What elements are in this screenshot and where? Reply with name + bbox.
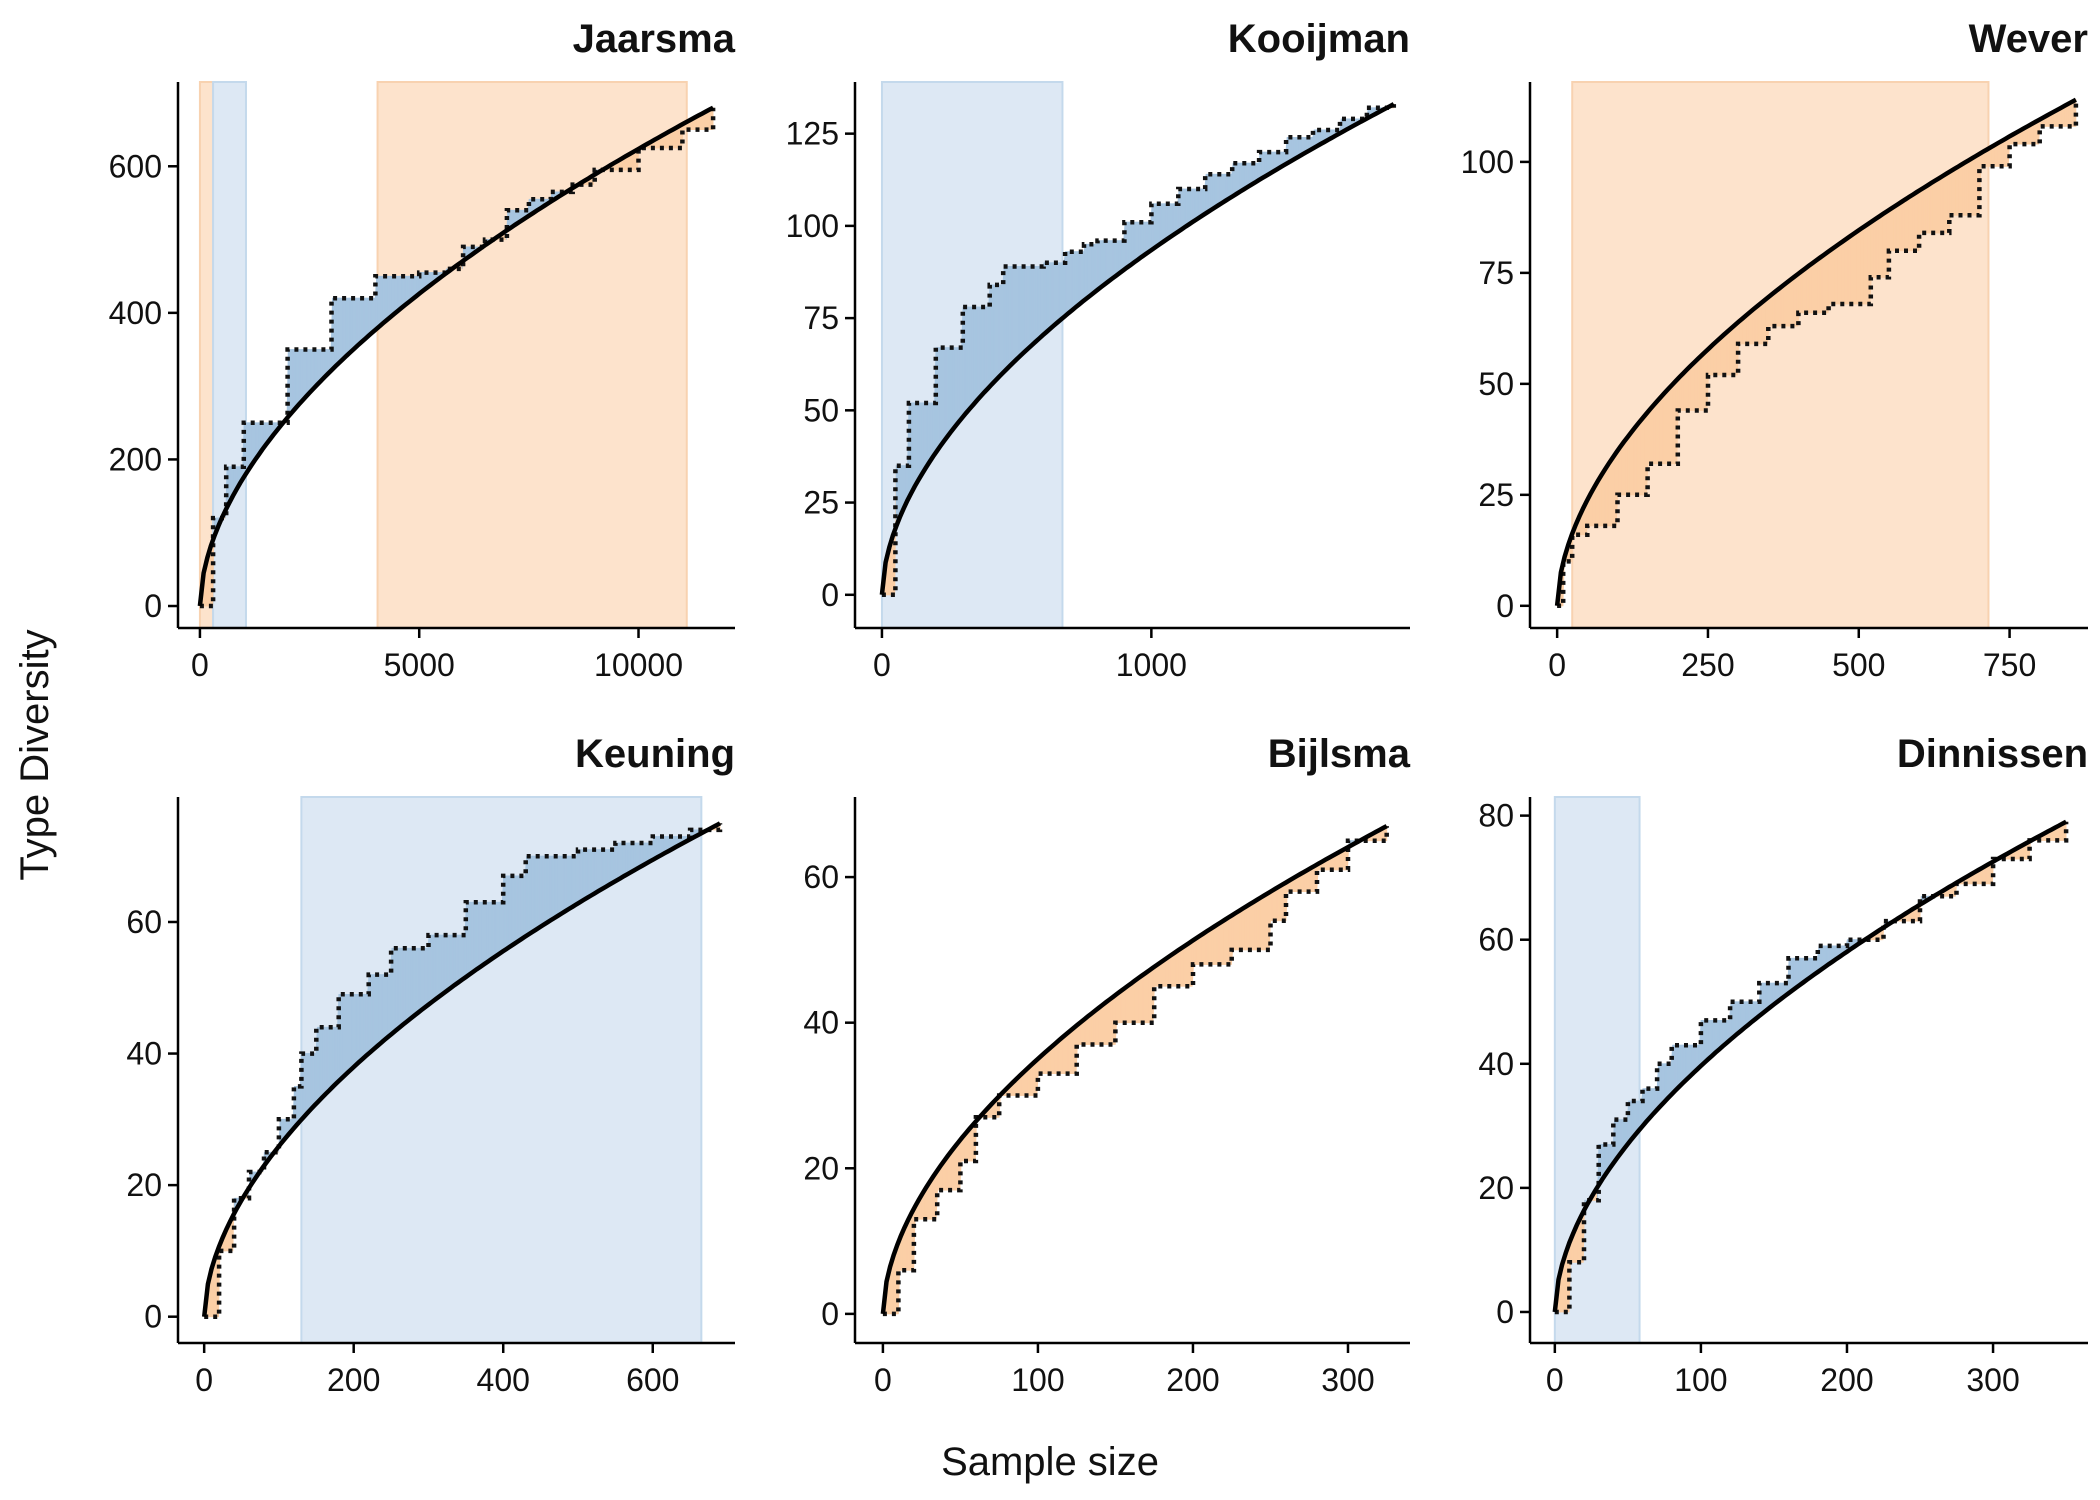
y-tick-label: 50	[1478, 366, 1514, 402]
panel-jaarsma: Jaarsma 0 200 400 600 0 5000 10000	[109, 17, 736, 683]
y-tick-label: 60	[1478, 922, 1514, 958]
model-curve	[1554, 97, 2077, 607]
panel-kooijman: Kooijman 0 25 50 75 100 125 0 1000	[786, 17, 1410, 683]
x-tick-label: 200	[1166, 1362, 1219, 1398]
x-tick-label: 750	[1983, 647, 2036, 683]
y-tick-label: 60	[803, 859, 839, 895]
y-tick-label: 0	[144, 1299, 162, 1335]
x-tick-label: 10000	[594, 647, 683, 683]
panel-title: Wever	[1969, 17, 2088, 61]
panel-title: Dinnissen	[1897, 732, 2088, 776]
y-tick-label: 0	[144, 588, 162, 624]
panel-title: Jaarsma	[573, 17, 736, 61]
panel-dinnissen: Dinnissen 0 20 40 60 80 0 100 200 300	[1478, 732, 2088, 1398]
above-span	[300, 796, 703, 1344]
y-tick-label: 20	[126, 1167, 162, 1203]
panel-title: Bijlsma	[1268, 732, 1411, 776]
y-tick-label: 0	[1496, 588, 1514, 624]
y-tick-label: 0	[821, 1296, 839, 1332]
model-curve	[880, 824, 1388, 1315]
below-span	[376, 81, 688, 629]
panel-bijlsma: Bijlsma 0 20 40 60 0 100 200 300	[803, 732, 1410, 1398]
observed-line	[881, 104, 1397, 598]
y-tick-label: 200	[109, 441, 162, 477]
x-tick-label: 0	[195, 1362, 213, 1398]
x-tick-label: 0	[873, 647, 891, 683]
y-tick-label: 125	[786, 116, 839, 152]
y-tick-label: 0	[821, 577, 839, 613]
y-tick-label: 0	[1496, 1294, 1514, 1330]
y-tick-label: 40	[126, 1036, 162, 1072]
y-tick-label: 75	[803, 300, 839, 336]
x-tick-label: 1000	[1116, 647, 1187, 683]
y-tick-label: 400	[109, 295, 162, 331]
x-axis-title: Sample size	[941, 1440, 1159, 1484]
above-span	[212, 81, 247, 629]
y-tick-label: 100	[1461, 144, 1514, 180]
x-tick-label: 300	[1321, 1362, 1374, 1398]
observed-line	[1557, 99, 2079, 609]
x-tick-label: 500	[1832, 647, 1885, 683]
model-curve	[879, 102, 1395, 596]
y-tick-label: 40	[1478, 1046, 1514, 1082]
x-tick-label: 5000	[384, 647, 455, 683]
y-tick-label: 20	[1478, 1170, 1514, 1206]
y-tick-label: 50	[803, 392, 839, 428]
observed-line	[882, 826, 1389, 1317]
y-tick-label: 20	[803, 1150, 839, 1186]
y-tick-label: 80	[1478, 798, 1514, 834]
x-tick-label: 200	[327, 1362, 380, 1398]
x-tick-label: 300	[1966, 1362, 2019, 1398]
x-tick-label: 200	[1820, 1362, 1873, 1398]
x-tick-label: 100	[1674, 1362, 1727, 1398]
model-curve	[197, 105, 715, 607]
y-axis-title: Type Diversity	[13, 629, 57, 880]
y-tick-label: 60	[126, 904, 162, 940]
x-tick-label: 0	[874, 1362, 892, 1398]
x-tick-label: 250	[1681, 647, 1734, 683]
below-fill	[218, 1244, 221, 1317]
model-curve	[201, 821, 722, 1317]
y-tick-label: 25	[803, 485, 839, 521]
below-span	[1571, 81, 1990, 629]
x-tick-label: 400	[477, 1362, 530, 1398]
y-tick-label: 100	[786, 208, 839, 244]
x-tick-label: 0	[1548, 647, 1566, 683]
y-tick-label: 75	[1478, 255, 1514, 291]
x-tick-label: 0	[1546, 1362, 1564, 1398]
x-tick-label: 100	[1011, 1362, 1064, 1398]
panel-wever: Wever 0 25 50 75 100 0 250 500 750	[1461, 17, 2088, 683]
observed-line	[1554, 821, 2069, 1315]
x-tick-label: 0	[191, 647, 209, 683]
model-curve	[1552, 819, 2068, 1313]
panel-title: Kooijman	[1228, 17, 1410, 61]
y-tick-label: 600	[109, 148, 162, 184]
panel-title: Keuning	[575, 732, 735, 776]
x-tick-label: 600	[626, 1362, 679, 1398]
y-tick-label: 25	[1478, 477, 1514, 513]
y-tick-label: 40	[803, 1005, 839, 1041]
